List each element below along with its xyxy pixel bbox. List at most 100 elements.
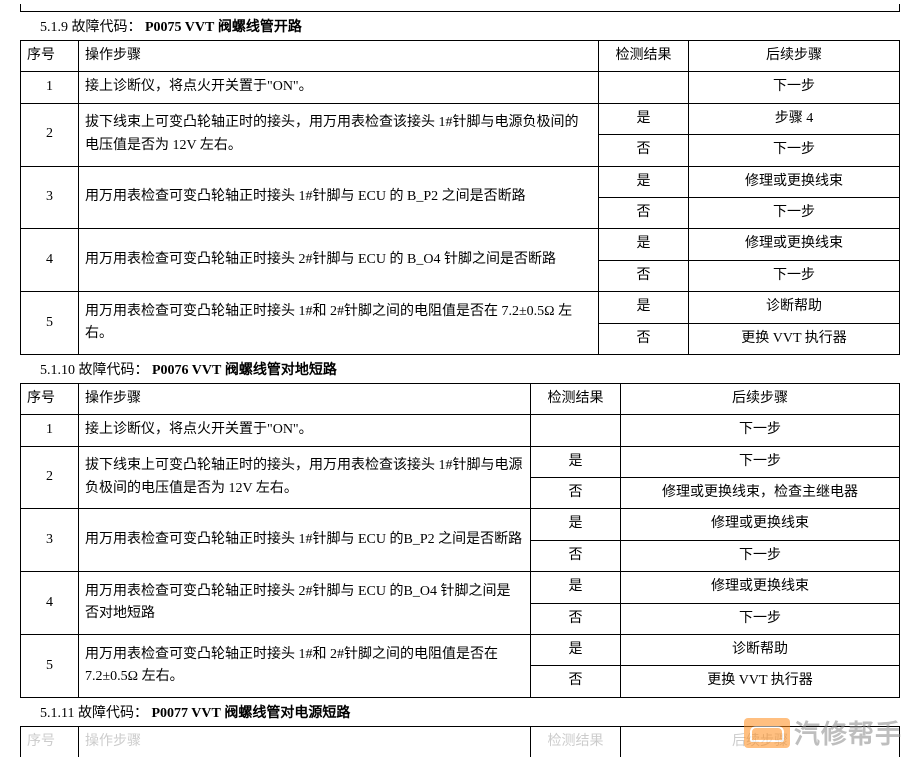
res-cell: 是	[599, 103, 689, 134]
res-cell: 是	[531, 572, 621, 603]
res-cell: 是	[531, 446, 621, 477]
next-cell: 修理或更换线束	[621, 509, 900, 540]
table-row: 1 接上诊断仪，将点火开关置于"ON"。 下一步	[21, 415, 900, 446]
heading-code: P0077 VVT	[151, 706, 220, 721]
section-heading-519: 5.1.9 故障代码： P0075 VVT 阀螺线管开路	[40, 16, 900, 36]
col-res: 检测结果	[599, 41, 689, 72]
col-op: 操作步骤	[79, 41, 599, 72]
previous-table-fragment	[20, 4, 900, 12]
next-cell: 诊断帮助	[621, 635, 900, 666]
res-cell: 否	[599, 260, 689, 291]
next-cell: 下一步	[689, 135, 900, 166]
next-cell: 下一步	[621, 446, 900, 477]
heading-number: 5.1.11	[40, 706, 74, 721]
res-cell: 否	[599, 135, 689, 166]
col-op: 操作步骤	[79, 726, 531, 757]
col-res: 检测结果	[531, 383, 621, 414]
next-cell: 修理或更换线束	[621, 572, 900, 603]
heading-label: 故障代码：	[79, 363, 149, 378]
op-cell: 用万用表检查可变凸轮轴正时接头 1#针脚与 ECU 的B_P2 之间是否断路	[79, 509, 531, 572]
op-cell: 接上诊断仪，将点火开关置于"ON"。	[79, 415, 531, 446]
next-cell: 下一步	[689, 72, 900, 103]
res-cell: 是	[599, 229, 689, 260]
res-cell: 是	[531, 635, 621, 666]
seq-cell: 4	[21, 229, 79, 292]
res-cell: 否	[531, 603, 621, 634]
heading-desc: 阀螺线管开路	[218, 20, 302, 35]
table-row: 4 用万用表检查可变凸轮轴正时接头 2#针脚与 ECU 的B_O4 针脚之间是否…	[21, 572, 900, 603]
col-next: 后续步骤	[621, 383, 900, 414]
col-seq: 序号	[21, 726, 79, 757]
heading-label: 故障代码：	[78, 706, 148, 721]
fault-table-519: 序号 操作步骤 检测结果 后续步骤 1 接上诊断仪，将点火开关置于"ON"。 下…	[20, 40, 900, 355]
col-next: 后续步骤	[689, 41, 900, 72]
col-next: 后续步骤	[621, 726, 900, 757]
res-cell: 是	[531, 509, 621, 540]
seq-cell: 3	[21, 166, 79, 229]
seq-cell: 1	[21, 415, 79, 446]
res-cell: 否	[531, 540, 621, 571]
seq-cell: 2	[21, 103, 79, 166]
col-seq: 序号	[21, 383, 79, 414]
op-cell: 用万用表检查可变凸轮轴正时接头 2#针脚与 ECU 的B_O4 针脚之间是否对地…	[79, 572, 531, 635]
seq-cell: 5	[21, 292, 79, 355]
table-header-row: 序号 操作步骤 检测结果 后续步骤	[21, 41, 900, 72]
next-cell: 下一步	[621, 603, 900, 634]
heading-desc: 阀螺线管对电源短路	[224, 706, 350, 721]
table-row: 2 拔下线束上可变凸轮轴正时的接头，用万用表检查该接头 1#针脚与电源负极间的电…	[21, 446, 900, 477]
table-row: 5 用万用表检查可变凸轮轴正时接头 1#和 2#针脚之间的电阻值是否在 7.2±…	[21, 292, 900, 323]
next-cell: 修理或更换线束	[689, 229, 900, 260]
next-cell: 更换 VVT 执行器	[621, 666, 900, 697]
seq-cell: 4	[21, 572, 79, 635]
op-cell: 用万用表检查可变凸轮轴正时接头 1#和 2#针脚之间的电阻值是否在 7.2±0.…	[79, 635, 531, 698]
table-row: 4 用万用表检查可变凸轮轴正时接头 2#针脚与 ECU 的 B_O4 针脚之间是…	[21, 229, 900, 260]
col-op: 操作步骤	[79, 383, 531, 414]
res-cell: 否	[531, 666, 621, 697]
op-cell: 拔下线束上可变凸轮轴正时的接头，用万用表检查该接头 1#针脚与电源负极间的电压值…	[79, 446, 531, 509]
col-seq: 序号	[21, 41, 79, 72]
res-cell: 否	[531, 478, 621, 509]
next-cell: 下一步	[621, 415, 900, 446]
table-header-row: 序号 操作步骤 检测结果 后续步骤	[21, 383, 900, 414]
heading-number: 5.1.9	[40, 20, 68, 35]
res-cell: 是	[599, 292, 689, 323]
heading-label: 故障代码：	[72, 20, 142, 35]
heading-code: P0076 VVT	[152, 363, 221, 378]
table-row: 5 用万用表检查可变凸轮轴正时接头 1#和 2#针脚之间的电阻值是否在 7.2±…	[21, 635, 900, 666]
fault-table-5111-partial: 序号 操作步骤 检测结果 后续步骤	[20, 726, 900, 757]
col-res: 检测结果	[531, 726, 621, 757]
seq-cell: 5	[21, 635, 79, 698]
fault-table-5110: 序号 操作步骤 检测结果 后续步骤 1 接上诊断仪，将点火开关置于"ON"。 下…	[20, 383, 900, 698]
table-row: 3 用万用表检查可变凸轮轴正时接头 1#针脚与 ECU 的 B_P2 之间是否断…	[21, 166, 900, 197]
heading-desc: 阀螺线管对地短路	[225, 363, 337, 378]
next-cell: 下一步	[621, 540, 900, 571]
op-cell: 用万用表检查可变凸轮轴正时接头 1#和 2#针脚之间的电阻值是否在 7.2±0.…	[79, 292, 599, 355]
next-cell: 诊断帮助	[689, 292, 900, 323]
next-cell: 修理或更换线束，检查主继电器	[621, 478, 900, 509]
next-cell: 下一步	[689, 260, 900, 291]
heading-number: 5.1.10	[40, 363, 75, 378]
table-row: 2 拔下线束上可变凸轮轴正时的接头，用万用表检查该接头 1#针脚与电源负极间的电…	[21, 103, 900, 134]
table-header-row: 序号 操作步骤 检测结果 后续步骤	[21, 726, 900, 757]
op-cell: 用万用表检查可变凸轮轴正时接头 1#针脚与 ECU 的 B_P2 之间是否断路	[79, 166, 599, 229]
next-cell: 更换 VVT 执行器	[689, 323, 900, 354]
op-cell: 拔下线束上可变凸轮轴正时的接头，用万用表检查该接头 1#针脚与电源负极间的电压值…	[79, 103, 599, 166]
heading-code: P0075 VVT	[145, 20, 214, 35]
seq-cell: 3	[21, 509, 79, 572]
section-heading-5111: 5.1.11 故障代码： P0077 VVT 阀螺线管对电源短路	[40, 702, 900, 722]
next-cell: 步骤 4	[689, 103, 900, 134]
section-heading-5110: 5.1.10 故障代码： P0076 VVT 阀螺线管对地短路	[40, 359, 900, 379]
res-cell: 否	[599, 323, 689, 354]
next-cell: 下一步	[689, 197, 900, 228]
table-row: 1 接上诊断仪，将点火开关置于"ON"。 下一步	[21, 72, 900, 103]
table-row: 3 用万用表检查可变凸轮轴正时接头 1#针脚与 ECU 的B_P2 之间是否断路…	[21, 509, 900, 540]
res-cell	[599, 72, 689, 103]
seq-cell: 1	[21, 72, 79, 103]
op-cell: 用万用表检查可变凸轮轴正时接头 2#针脚与 ECU 的 B_O4 针脚之间是否断…	[79, 229, 599, 292]
op-cell: 接上诊断仪，将点火开关置于"ON"。	[79, 72, 599, 103]
next-cell: 修理或更换线束	[689, 166, 900, 197]
seq-cell: 2	[21, 446, 79, 509]
res-cell: 否	[599, 197, 689, 228]
res-cell	[531, 415, 621, 446]
res-cell: 是	[599, 166, 689, 197]
